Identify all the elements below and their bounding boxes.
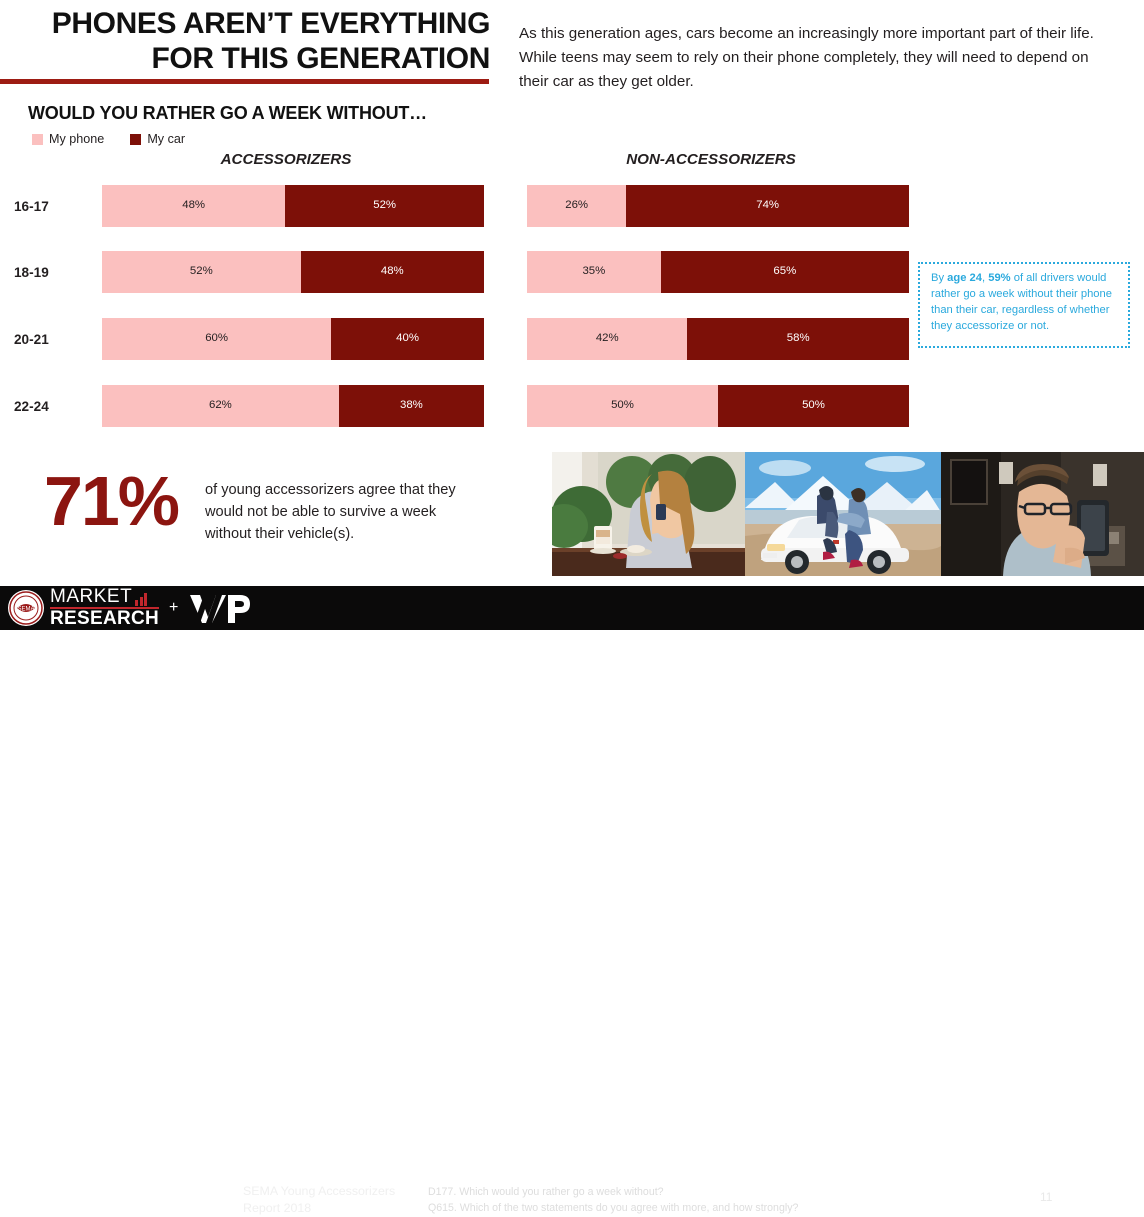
footer-report-title: SEMA Young Accessorizers Report 2018 xyxy=(243,1184,396,1216)
bar-segment-my-car[interactable]: 50% xyxy=(718,385,909,427)
intro-paragraph: As this generation ages, cars become an … xyxy=(519,25,1094,91)
title-divider-rule xyxy=(0,79,489,84)
section-heading: WOULD YOU RATHER GO A WEEK WITHOUT… xyxy=(28,103,427,123)
big-stat-value: 71% xyxy=(43,462,180,540)
callout-box: By age 24, 59% of all drivers would rath… xyxy=(918,262,1130,348)
bar-segment-my-car[interactable]: 40% xyxy=(331,318,484,360)
photo-man-with-glasses-looking-at-phone xyxy=(941,452,1144,576)
panel-title-accessorizers: ACCESSORIZERS xyxy=(220,151,352,168)
photo-woman-with-phone-at-cafe xyxy=(552,452,748,576)
legend-label-my-phone: My phone xyxy=(49,132,105,146)
bar-segment-my-phone[interactable]: 42% xyxy=(527,318,688,360)
table-row: 18-19 52% 48% xyxy=(14,251,484,293)
category-label: 22-24 xyxy=(14,398,49,414)
legend-swatch-my-car xyxy=(130,133,142,145)
callout-lead: By xyxy=(931,272,948,284)
bar-segment-my-phone[interactable]: 62% xyxy=(102,385,339,427)
chart-legend: My phone My car xyxy=(32,132,185,146)
chart-non-accessorizers: 16-17 26% 74% 18-19 35% 65% 20-21 42% 58… xyxy=(439,178,909,434)
bar-segment-my-car[interactable]: 74% xyxy=(626,185,909,227)
legend-item-my-car: My car xyxy=(130,132,185,146)
category-label: 18-19 xyxy=(14,264,49,280)
callout-mid: , xyxy=(982,272,989,284)
footer-question-2: Q615. Which of the two statements do you… xyxy=(428,1201,799,1214)
bar-segment-my-car[interactable]: 52% xyxy=(285,185,484,227)
svg-text:SEMA: SEMA xyxy=(17,607,34,613)
legend-label-my-car: My car xyxy=(147,132,186,146)
wordmark-line-research: RESEARCH xyxy=(50,608,160,630)
legend-item-my-phone: My phone xyxy=(32,132,104,146)
table-row: 22-24 50% 50% xyxy=(439,385,909,427)
partner-logo-vp-icon xyxy=(190,595,251,624)
chart-accessorizers: 16-17 48% 52% 18-19 52% 48% 20-21 60% 40… xyxy=(14,178,484,434)
callout-bold-age: age 24 xyxy=(947,272,983,284)
bar-track: 60% 40% xyxy=(102,318,484,360)
sema-seal-graphic: SEMA xyxy=(9,591,43,625)
bar-track: 52% 48% xyxy=(102,251,484,293)
bar-segment-my-car[interactable]: 38% xyxy=(338,385,484,427)
bar-segment-my-phone[interactable]: 60% xyxy=(102,318,332,360)
sema-seal-icon: SEMA xyxy=(8,590,44,627)
page-title: PHONES AREN’T EVERYTHING FOR THIS GENERA… xyxy=(51,7,491,76)
bar-segment-my-phone[interactable]: 52% xyxy=(102,251,301,293)
bar-track: 35% 65% xyxy=(527,251,909,293)
bar-segment-my-car[interactable]: 58% xyxy=(687,318,909,360)
table-row: 20-21 42% 58% xyxy=(439,318,909,360)
bar-track: 62% 38% xyxy=(102,385,484,427)
bar-track: 50% 50% xyxy=(527,385,909,427)
bar-track: 48% 52% xyxy=(102,185,484,227)
bar-chart-icon xyxy=(135,593,148,607)
footer-logo-group: SEMA MARKET RESEARCH + xyxy=(8,586,251,630)
panel-title-non-accessorizers: NON-ACCESSORIZERS xyxy=(626,151,796,168)
photo-woman-with-phone-at-cafe-graphic xyxy=(552,452,748,576)
footer-bar: SEMA MARKET RESEARCH + SEMA Young Access… xyxy=(0,586,1144,1215)
market-research-wordmark: MARKET RESEARCH xyxy=(50,586,160,630)
footer-question-1: D177. Which would you rather go a week w… xyxy=(428,1186,664,1198)
footer-question-notes: D177. Which would you rather go a week w… xyxy=(428,1185,798,1217)
photo-man-with-glasses-looking-at-phone-graphic xyxy=(941,452,1144,576)
plus-symbol: + xyxy=(169,599,179,617)
bar-track: 26% 74% xyxy=(527,185,909,227)
legend-swatch-my-phone xyxy=(32,133,43,145)
callout-tail: of all drivers would rather go a week wi… xyxy=(931,272,1112,332)
photo-couple-on-white-car-in-mountains xyxy=(745,452,941,576)
photo-couple-on-white-car-in-mountains-graphic xyxy=(745,452,941,576)
table-row: 16-17 26% 74% xyxy=(439,185,909,227)
page-number: 11 xyxy=(1040,1190,1053,1204)
category-label: 16-17 xyxy=(14,198,49,214)
callout-bold-percent: 59% xyxy=(988,272,1011,284)
table-row: 18-19 35% 65% xyxy=(439,251,909,293)
category-label: 20-21 xyxy=(14,331,49,347)
table-row: 22-24 62% 38% xyxy=(14,385,484,427)
bar-segment-my-car[interactable]: 65% xyxy=(660,251,909,293)
bar-segment-my-phone[interactable]: 48% xyxy=(102,185,286,227)
bar-segment-my-phone[interactable]: 35% xyxy=(527,251,661,293)
bar-segment-my-phone[interactable]: 50% xyxy=(527,385,718,427)
big-stat-description: of young accessorizers agree that they w… xyxy=(205,482,456,543)
table-row: 16-17 48% 52% xyxy=(14,185,484,227)
wordmark-line-market: MARKET xyxy=(50,586,160,610)
bar-track: 42% 58% xyxy=(527,318,909,360)
bar-segment-my-car[interactable]: 48% xyxy=(300,251,484,293)
bar-segment-my-phone[interactable]: 26% xyxy=(527,185,627,227)
table-row: 20-21 60% 40% xyxy=(14,318,484,360)
wordmark-market-text: MARKET xyxy=(50,586,133,607)
